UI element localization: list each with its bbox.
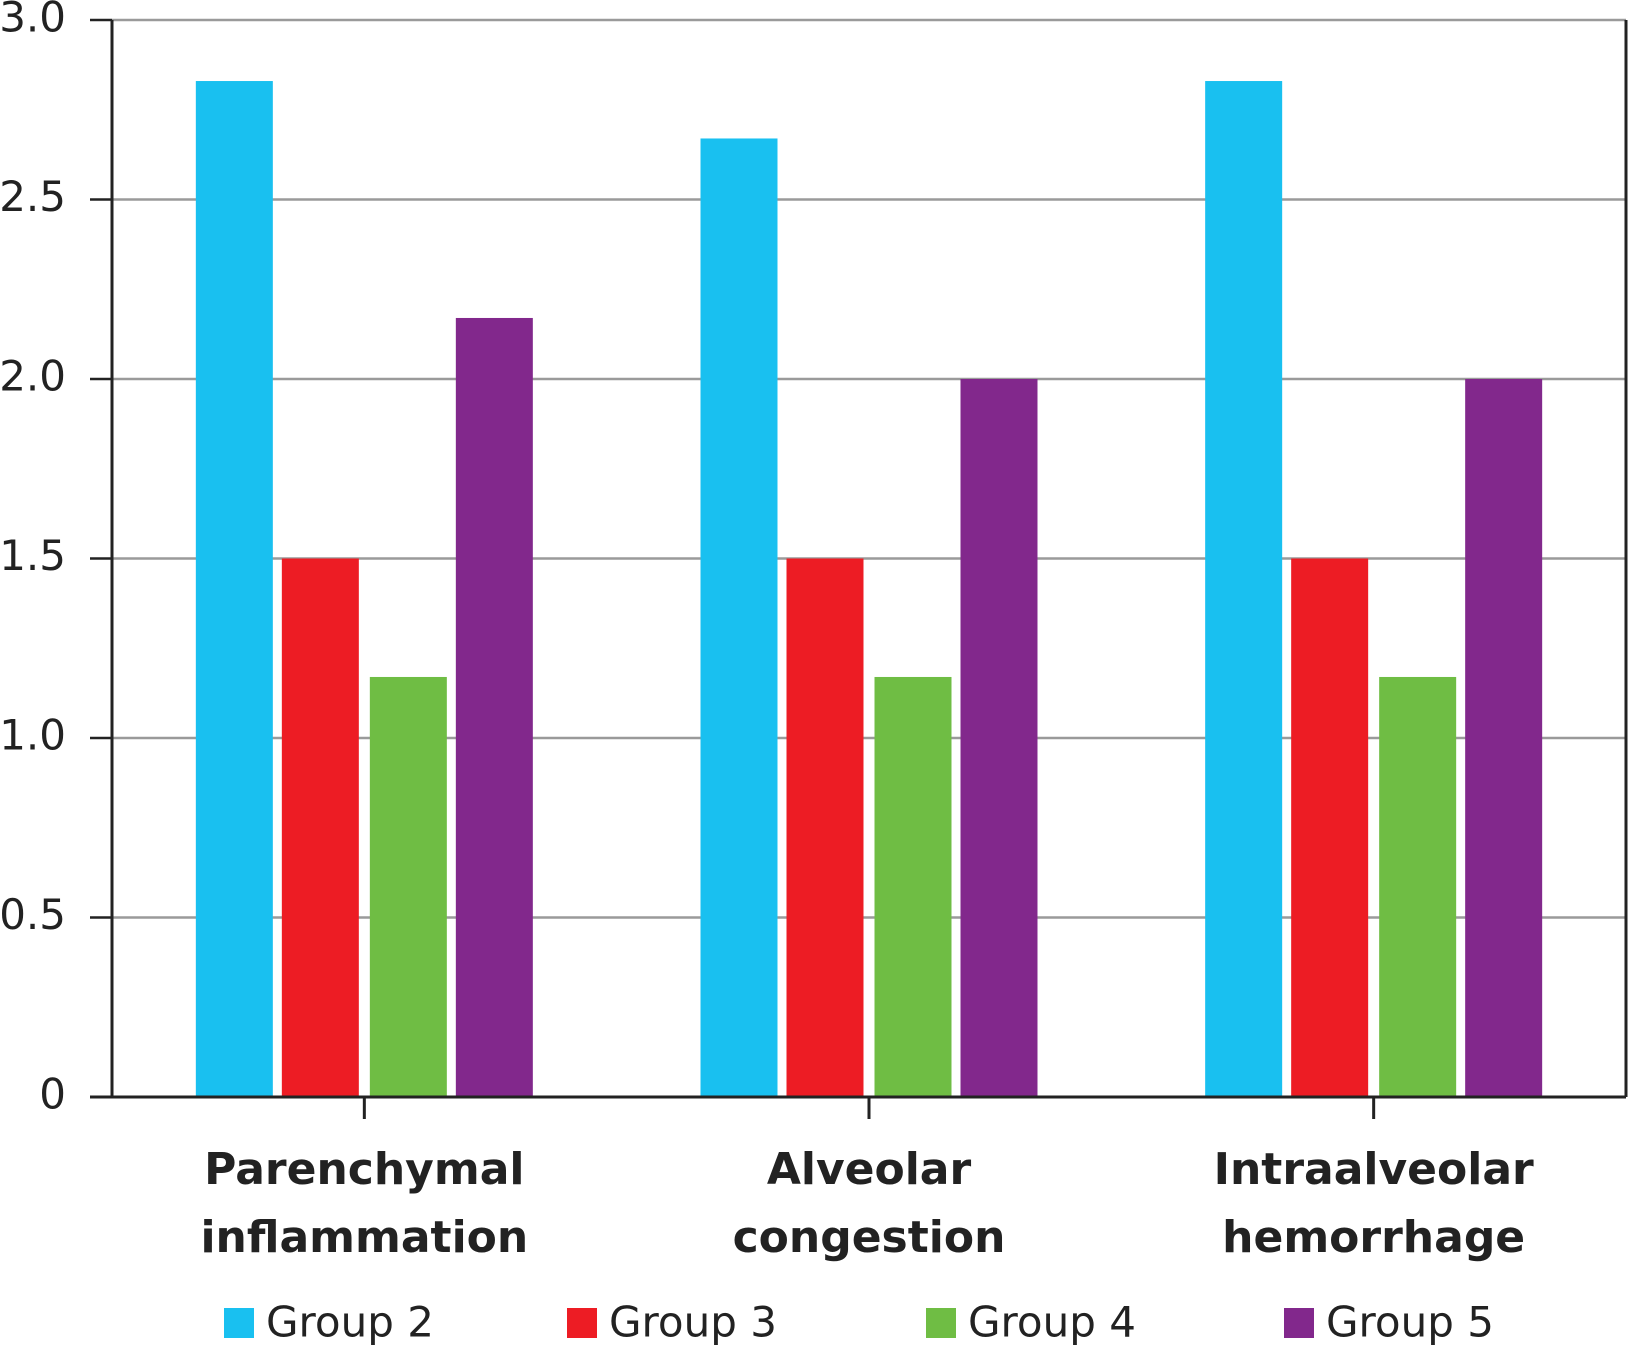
bar <box>281 558 359 1097</box>
y-tick-label: 1.5 <box>0 531 66 580</box>
x-tick-label: Parenchymal inflammation <box>200 1144 529 1263</box>
x-tick-label: Alveolar congestion <box>732 1144 1006 1263</box>
bar <box>1205 81 1283 1097</box>
bar <box>369 676 447 1097</box>
bar <box>786 558 864 1097</box>
legend-label: Group 3 <box>609 1298 777 1347</box>
bar <box>874 676 952 1097</box>
legend-label: Group 5 <box>1326 1298 1494 1347</box>
bar <box>455 317 533 1098</box>
x-tick-label: Intraalveolar hemorrhage <box>1213 1144 1534 1263</box>
bar <box>1291 558 1369 1097</box>
bar <box>1465 379 1543 1097</box>
legend-label: Group 4 <box>968 1298 1136 1347</box>
y-tick-label: 1.0 <box>0 711 66 760</box>
legend-swatch <box>567 1308 597 1338</box>
bar <box>700 138 778 1098</box>
y-tick-label: 2.0 <box>0 352 66 401</box>
legend-swatch <box>926 1308 956 1338</box>
legend-swatch <box>224 1308 254 1338</box>
y-tick-label: 0.5 <box>0 890 66 939</box>
legend-label: Group 2 <box>266 1298 434 1347</box>
bar <box>1379 676 1457 1097</box>
bar <box>960 379 1038 1097</box>
bar <box>195 81 273 1097</box>
y-tick-label: 3.0 <box>0 0 66 42</box>
legend-swatch <box>1284 1308 1314 1338</box>
y-tick-label: 0 <box>39 1070 66 1119</box>
y-tick-label: 2.5 <box>0 172 66 221</box>
